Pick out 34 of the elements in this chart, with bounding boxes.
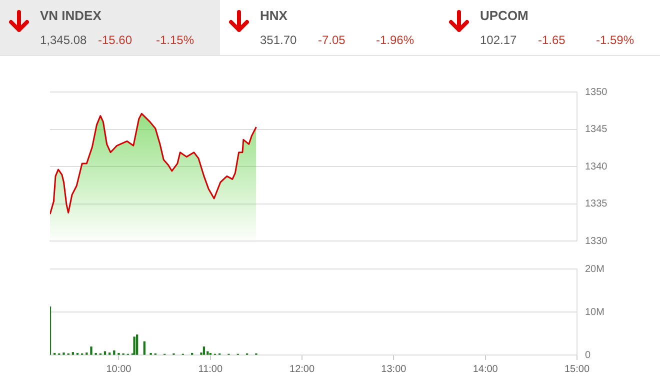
bar (133, 336, 136, 355)
y-tick-label: 1340 (585, 161, 608, 172)
y-tick-label: 0 (585, 350, 591, 361)
x-tick-label: 12:00 (290, 364, 315, 375)
text: VN INDEX (40, 8, 102, 23)
text: -7.05 (318, 33, 346, 47)
bar (136, 334, 138, 355)
text: 1,345.08 (40, 33, 87, 47)
text: 351.70 (260, 33, 297, 47)
text: -1.15% (156, 33, 194, 47)
bar (202, 346, 206, 355)
x-tick-label: 14:00 (472, 364, 498, 375)
text: 102.17 (480, 33, 517, 47)
x-tick-label: 10:00 (106, 364, 132, 375)
bar (104, 351, 106, 355)
y-tick-label: 1330 (585, 236, 608, 247)
y-tick-label: 10M (585, 306, 604, 318)
y-tick-label: 1345 (585, 124, 608, 135)
bar (113, 350, 116, 355)
text: UPCOM (480, 8, 528, 23)
bar (143, 341, 146, 355)
text: -1.65 (538, 33, 566, 47)
text: -1.96% (376, 33, 414, 47)
x-tick-label: 15:00 (564, 364, 590, 375)
bar (90, 346, 92, 355)
text: HNX (260, 8, 288, 23)
x-tick-label: 13:00 (381, 364, 407, 375)
y-tick-label: 20M (585, 264, 604, 275)
y-tick-label: 1350 (585, 86, 608, 98)
text: -15.60 (98, 33, 132, 47)
bar (72, 352, 74, 355)
y-tick-label: 1335 (585, 198, 608, 210)
text: -1.59% (596, 33, 634, 47)
x-tick-label: 11:00 (198, 364, 223, 375)
